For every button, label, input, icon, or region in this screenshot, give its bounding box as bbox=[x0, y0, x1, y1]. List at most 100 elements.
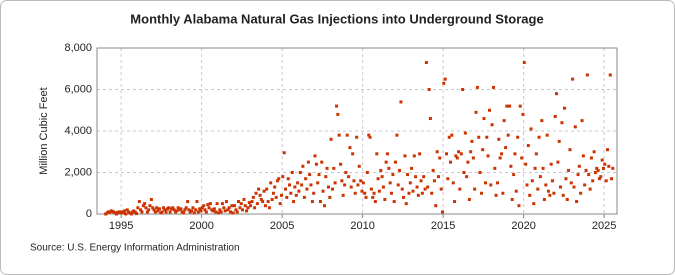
data-point bbox=[445, 152, 449, 156]
data-point bbox=[232, 204, 236, 208]
data-point bbox=[383, 197, 387, 201]
data-point bbox=[556, 160, 560, 164]
data-point bbox=[431, 168, 435, 172]
y-axis-label: Million Cubic Feet bbox=[38, 87, 50, 174]
data-point bbox=[483, 181, 487, 185]
data-point bbox=[439, 187, 443, 191]
y-tick-label: 8,000 bbox=[64, 42, 92, 54]
data-point bbox=[596, 168, 600, 172]
data-point bbox=[135, 212, 139, 216]
data-point bbox=[344, 171, 348, 174]
data-point bbox=[308, 173, 312, 177]
data-point bbox=[514, 189, 518, 193]
data-point bbox=[384, 160, 388, 164]
data-point bbox=[337, 133, 341, 137]
data-point bbox=[560, 121, 564, 125]
data-point bbox=[290, 171, 294, 174]
data-point bbox=[489, 183, 493, 187]
data-point bbox=[561, 193, 565, 197]
data-point bbox=[575, 200, 579, 204]
data-point bbox=[438, 156, 442, 160]
data-point bbox=[241, 208, 245, 212]
data-point bbox=[415, 185, 419, 189]
data-point bbox=[502, 119, 506, 123]
data-point bbox=[339, 162, 343, 166]
data-point bbox=[167, 206, 171, 210]
data-point bbox=[277, 177, 281, 181]
data-point bbox=[552, 191, 556, 195]
data-point bbox=[485, 135, 489, 139]
data-point bbox=[521, 112, 525, 116]
data-point bbox=[141, 204, 145, 208]
data-point bbox=[147, 208, 151, 212]
data-point bbox=[114, 212, 118, 216]
data-point bbox=[424, 61, 428, 65]
data-point bbox=[365, 171, 369, 174]
data-point bbox=[294, 193, 298, 197]
data-point bbox=[416, 193, 420, 197]
data-point bbox=[459, 152, 463, 156]
data-point bbox=[247, 201, 251, 205]
data-point bbox=[526, 144, 530, 148]
data-point bbox=[385, 152, 389, 156]
data-point bbox=[600, 158, 604, 162]
data-point bbox=[408, 181, 412, 185]
data-point bbox=[297, 189, 301, 193]
data-point bbox=[471, 156, 475, 160]
data-point bbox=[525, 183, 529, 187]
data-point bbox=[564, 177, 568, 181]
data-point bbox=[234, 208, 238, 212]
data-point bbox=[604, 179, 608, 183]
data-point bbox=[218, 208, 222, 212]
data-point bbox=[395, 133, 399, 137]
data-point bbox=[451, 181, 455, 185]
x-tick-label: 2010 bbox=[350, 220, 374, 232]
data-point bbox=[508, 104, 512, 108]
data-point bbox=[246, 206, 250, 210]
data-point bbox=[261, 200, 265, 204]
data-point bbox=[492, 85, 496, 89]
data-point bbox=[345, 133, 349, 137]
data-point bbox=[607, 164, 611, 168]
data-point bbox=[322, 204, 326, 208]
data-point bbox=[442, 81, 446, 85]
x-tick-label: 2005 bbox=[270, 220, 294, 232]
source-note: Source: U.S. Energy Information Administ… bbox=[30, 243, 240, 254]
data-point bbox=[206, 203, 210, 207]
data-point bbox=[253, 206, 257, 210]
data-point bbox=[486, 154, 490, 158]
data-point bbox=[434, 204, 438, 208]
x-tick-label: 2020 bbox=[511, 220, 535, 232]
data-point bbox=[518, 104, 522, 108]
data-point bbox=[302, 195, 306, 199]
plot-border bbox=[96, 47, 618, 215]
data-point bbox=[327, 185, 331, 189]
data-point bbox=[341, 193, 345, 197]
data-point bbox=[558, 185, 562, 189]
data-point bbox=[450, 133, 454, 137]
data-point bbox=[266, 200, 270, 204]
data-point bbox=[331, 187, 335, 191]
data-point bbox=[493, 166, 497, 170]
data-point bbox=[522, 61, 526, 65]
data-point bbox=[458, 187, 462, 191]
data-point bbox=[569, 181, 573, 185]
data-point bbox=[157, 207, 161, 211]
y-tick-label: 4,000 bbox=[64, 125, 92, 137]
data-point bbox=[228, 210, 232, 214]
data-point bbox=[572, 185, 576, 189]
data-point bbox=[123, 209, 127, 213]
data-point bbox=[318, 200, 322, 204]
data-point bbox=[305, 187, 309, 191]
data-point bbox=[199, 209, 203, 213]
data-point bbox=[355, 135, 359, 139]
data-point bbox=[595, 166, 599, 170]
data-point bbox=[512, 173, 516, 177]
data-point bbox=[198, 207, 202, 211]
data-point bbox=[412, 154, 416, 158]
data-point bbox=[553, 114, 557, 118]
data-point bbox=[573, 125, 577, 129]
data-point bbox=[376, 177, 380, 181]
data-point bbox=[368, 135, 372, 139]
data-point bbox=[541, 166, 545, 170]
